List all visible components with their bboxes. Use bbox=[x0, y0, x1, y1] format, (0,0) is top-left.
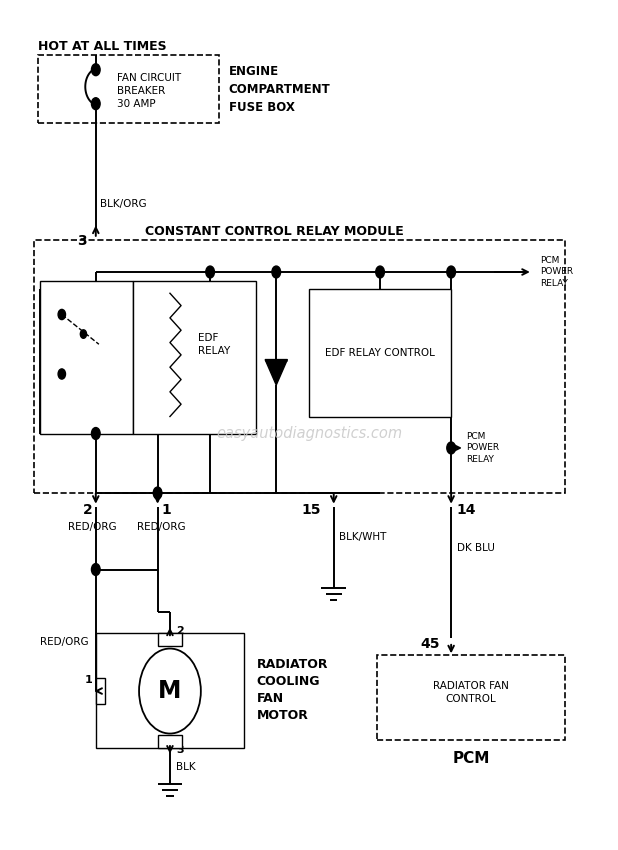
Text: PCM
POWER
RELAY: PCM POWER RELAY bbox=[540, 257, 574, 287]
Text: CONSTANT CONTROL RELAY MODULE: CONSTANT CONTROL RELAY MODULE bbox=[145, 224, 404, 238]
Text: RADIATOR FAN
CONTROL: RADIATOR FAN CONTROL bbox=[433, 681, 509, 705]
Text: 45: 45 bbox=[420, 638, 440, 651]
FancyBboxPatch shape bbox=[34, 240, 565, 493]
Text: EDF RELAY CONTROL: EDF RELAY CONTROL bbox=[325, 348, 435, 358]
Text: PCM: PCM bbox=[452, 751, 489, 766]
Circle shape bbox=[58, 369, 66, 379]
Text: BLK/ORG: BLK/ORG bbox=[100, 199, 146, 209]
Circle shape bbox=[91, 564, 100, 575]
Text: EDF
RELAY: EDF RELAY bbox=[198, 332, 230, 356]
Text: ENGINE
COMPARTMENT
FUSE BOX: ENGINE COMPARTMENT FUSE BOX bbox=[229, 65, 331, 114]
Text: 15: 15 bbox=[302, 503, 321, 517]
Text: BLK/WHT: BLK/WHT bbox=[339, 532, 386, 542]
Text: HOT AT ALL TIMES: HOT AT ALL TIMES bbox=[38, 40, 167, 54]
Circle shape bbox=[447, 442, 455, 454]
Text: 2: 2 bbox=[83, 503, 93, 517]
Circle shape bbox=[91, 428, 100, 439]
Circle shape bbox=[153, 487, 162, 499]
Text: 3: 3 bbox=[176, 745, 184, 755]
FancyBboxPatch shape bbox=[309, 289, 451, 416]
Text: M: M bbox=[158, 679, 182, 703]
Circle shape bbox=[376, 266, 384, 278]
Polygon shape bbox=[265, 360, 287, 385]
FancyBboxPatch shape bbox=[133, 280, 256, 434]
Circle shape bbox=[447, 266, 455, 278]
Text: 14: 14 bbox=[456, 503, 476, 517]
FancyBboxPatch shape bbox=[96, 633, 244, 748]
Text: BLK: BLK bbox=[176, 762, 196, 772]
Circle shape bbox=[58, 309, 66, 320]
Text: PCM
POWER
RELAY: PCM POWER RELAY bbox=[467, 433, 500, 463]
Text: RED/ORG: RED/ORG bbox=[137, 522, 186, 532]
Text: 1: 1 bbox=[162, 503, 172, 517]
Circle shape bbox=[272, 266, 281, 278]
FancyBboxPatch shape bbox=[377, 654, 565, 740]
Circle shape bbox=[91, 64, 100, 76]
Text: 1: 1 bbox=[85, 675, 93, 685]
Circle shape bbox=[91, 98, 100, 110]
FancyBboxPatch shape bbox=[38, 55, 219, 123]
Text: FAN CIRCUIT
BREAKER
30 AMP: FAN CIRCUIT BREAKER 30 AMP bbox=[117, 73, 182, 109]
Text: DK BLU: DK BLU bbox=[457, 543, 495, 553]
Text: easyautodiagnostics.com: easyautodiagnostics.com bbox=[216, 426, 402, 441]
Text: RADIATOR
COOLING
FAN
MOTOR: RADIATOR COOLING FAN MOTOR bbox=[256, 658, 328, 722]
FancyBboxPatch shape bbox=[96, 678, 105, 704]
Text: 3: 3 bbox=[77, 234, 87, 247]
FancyBboxPatch shape bbox=[40, 280, 133, 434]
Text: 2: 2 bbox=[176, 626, 184, 636]
Circle shape bbox=[206, 266, 214, 278]
FancyBboxPatch shape bbox=[158, 633, 182, 646]
Text: RED/ORG: RED/ORG bbox=[40, 637, 89, 647]
FancyBboxPatch shape bbox=[158, 735, 182, 748]
Text: RED/ORG: RED/ORG bbox=[68, 522, 117, 532]
Circle shape bbox=[80, 330, 87, 338]
